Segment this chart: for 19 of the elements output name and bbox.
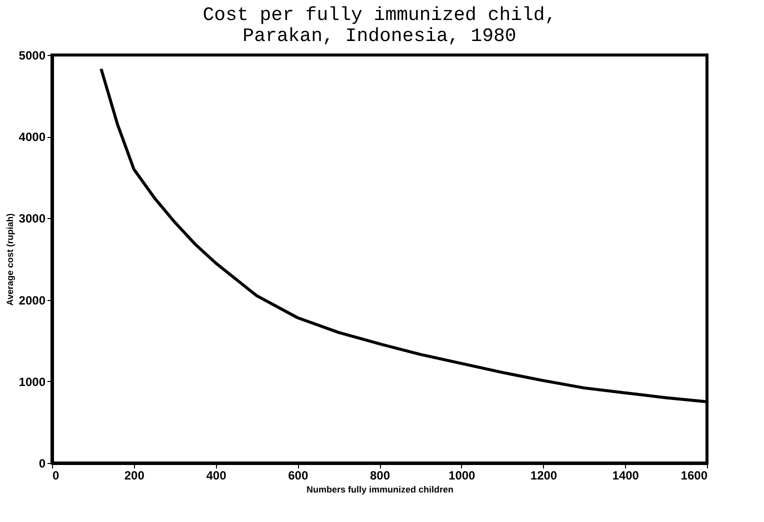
y-tick-label: 4000 [18,130,46,144]
x-tick-label: 800 [370,468,390,482]
x-tick-label: 1400 [612,468,640,482]
text: Cost per fully immunized child, [202,4,556,26]
x-tick-label: 1600 [680,468,708,482]
y-axis-title: Average cost (rupiah) [4,213,15,306]
y-tick-label: 1000 [18,374,46,389]
text: Parakan, Indonesia, 1980 [242,25,516,47]
x-tick-label: 1200 [530,468,558,482]
x-tick-label: 0 [52,468,60,482]
y-tick-label: 5000 [18,48,46,62]
x-axis-title: Numbers fully immunized children [306,484,454,494]
x-tick-label: 1000 [448,468,476,482]
x-tick-label: 600 [288,468,308,482]
y-tick-label: 0 [38,456,46,470]
y-tick-label: 2000 [18,293,46,308]
x-tick-label: 400 [206,468,227,482]
y-tick-label: 3000 [18,212,46,226]
x-tick-label: 200 [124,468,145,482]
